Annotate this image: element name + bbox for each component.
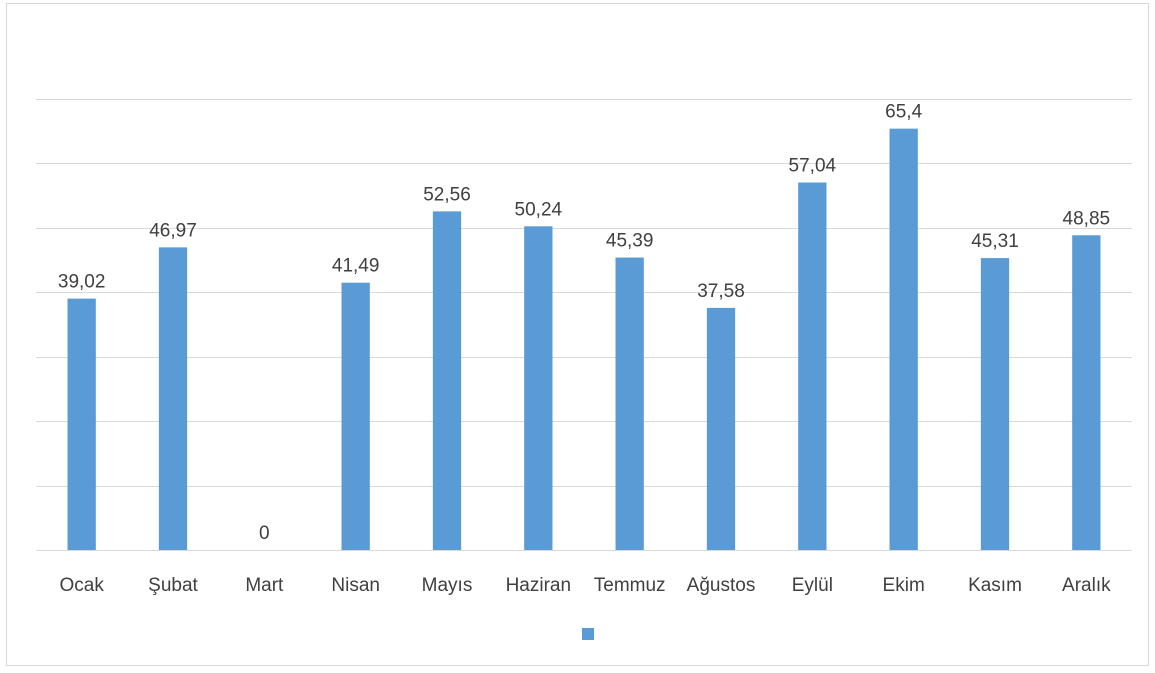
data-label: 46,97 (149, 220, 197, 241)
data-label: 39,02 (58, 272, 106, 293)
legend (582, 628, 594, 640)
data-label: 45,39 (606, 231, 654, 252)
data-label: 41,49 (332, 256, 380, 277)
x-tick-label: Mayıs (422, 575, 473, 596)
bar-chart: 39,02 46,97 0 41,49 52,56 50,24 45,39 37,58 57,0… (36, 99, 1132, 640)
gridlines (36, 99, 1132, 551)
bar (1072, 235, 1101, 551)
x-tick-label: Temmuz (594, 575, 666, 596)
data-label: 50,24 (515, 199, 563, 220)
bar (615, 257, 644, 550)
x-tick-label: Haziran (506, 575, 571, 596)
x-tick-label: Ekim (883, 575, 925, 596)
x-tick-label: Şubat (148, 575, 198, 596)
bar (524, 226, 553, 550)
data-label: 0 (259, 523, 270, 544)
x-tick-label: Aralık (1062, 575, 1111, 596)
data-label: 57,04 (789, 155, 837, 176)
bar (980, 258, 1010, 550)
x-tick-label: Ağustos (687, 575, 756, 596)
x-tick-label: Eylül (792, 575, 833, 596)
chart-frame: 39,02 46,97 0 41,49 52,56 50,24 45,39 37,58 57,0… (6, 3, 1149, 666)
bar (889, 128, 918, 550)
bar (341, 282, 370, 550)
data-label: 48,85 (1063, 208, 1111, 229)
bar (798, 182, 827, 550)
x-tick-label: Nisan (331, 575, 380, 596)
data-label: 37,58 (697, 281, 745, 302)
bar (67, 298, 96, 550)
data-label: 52,56 (423, 184, 471, 205)
bar (158, 247, 188, 550)
data-label: 45,31 (971, 231, 1019, 252)
x-tick-label: Mart (245, 575, 284, 596)
x-tick-label: Kasım (968, 575, 1022, 596)
x-axis-tick-labels: Ocak Şubat Mart Nisan Mayıs Haziran Temmuz Ağus… (59, 575, 1111, 596)
bars (67, 128, 1101, 551)
legend-swatch (582, 628, 594, 640)
bar (432, 211, 462, 550)
data-labels: 39,02 46,97 0 41,49 52,56 50,24 45,39 37,58 57,0… (58, 102, 1110, 544)
data-label: 65,4 (885, 102, 922, 123)
x-tick-label: Ocak (59, 575, 104, 596)
bar (706, 307, 736, 550)
